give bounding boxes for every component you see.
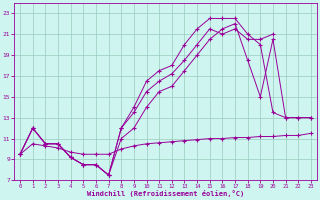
X-axis label: Windchill (Refroidissement éolien,°C): Windchill (Refroidissement éolien,°C) — [87, 190, 244, 197]
